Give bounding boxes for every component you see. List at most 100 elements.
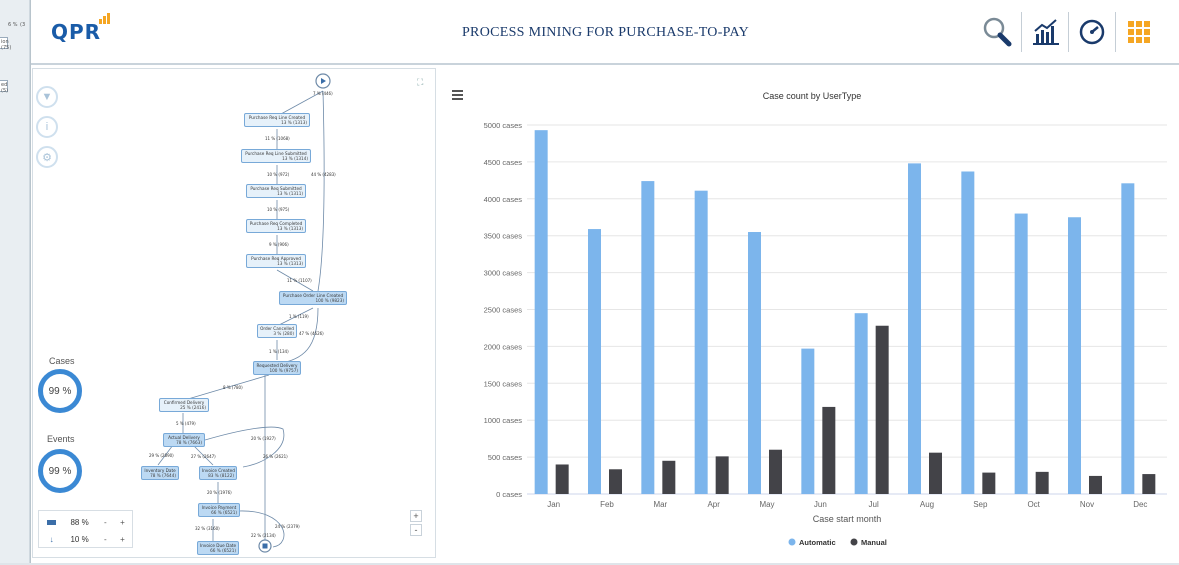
process-node[interactable]: Invoice Payment 66 % (6521) bbox=[198, 503, 240, 517]
settings-icon[interactable]: ⚙ bbox=[36, 146, 58, 168]
x-tick-label: Oct bbox=[1027, 500, 1040, 509]
edge-label: 20 % (1927) bbox=[251, 436, 276, 441]
cases-label: Cases bbox=[49, 356, 75, 366]
chart-panel: Case count by UserType 0 cases 500 cases 1… bbox=[442, 70, 1178, 560]
logo-bars-icon bbox=[99, 12, 113, 24]
process-node[interactable]: Purchase Req Approved 13 % (1313) bbox=[246, 254, 306, 268]
y-tick-label: 1000 cases bbox=[484, 416, 523, 425]
bar-automatic bbox=[961, 171, 975, 494]
x-axis-ticks: Jan Feb Mar Apr May Jun Jul Aug Sep Oct Nov Dec bbox=[547, 500, 1147, 509]
edge-label: 9 % (906) bbox=[269, 242, 289, 247]
bg-fragment: (75) bbox=[1, 45, 12, 51]
bar-manual bbox=[822, 406, 836, 494]
edge-label: 7 % (446) bbox=[313, 91, 333, 96]
qpr-logo[interactable]: QPR bbox=[51, 20, 102, 44]
y-tick-label: 0 cases bbox=[496, 490, 522, 499]
x-tick-label: Mar bbox=[653, 500, 667, 509]
legend-marker bbox=[850, 538, 858, 546]
y-tick-label: 4000 cases bbox=[484, 195, 523, 204]
process-node[interactable]: Purchase Req Line Created 13 % (1313) bbox=[244, 113, 310, 127]
bar-manual bbox=[1035, 471, 1049, 494]
bar-manual bbox=[769, 449, 782, 494]
y-tick-label: 500 cases bbox=[488, 453, 522, 462]
decrease-button[interactable]: - bbox=[103, 517, 107, 527]
decrease-button[interactable]: - bbox=[103, 534, 107, 544]
x-tick-label: Feb bbox=[600, 500, 614, 509]
events-label: Events bbox=[47, 434, 75, 444]
x-axis-label: Case start month bbox=[813, 514, 882, 524]
edge-label: 1 % (119) bbox=[289, 314, 309, 319]
bar-automatic bbox=[1014, 213, 1028, 494]
bar-manual bbox=[609, 469, 622, 494]
process-node[interactable]: Confirmed Delivery 25 % (2416) bbox=[159, 398, 209, 412]
process-node[interactable]: Requested Delivery 100 % (9757) bbox=[253, 361, 301, 375]
y-axis-ticks: 0 cases 500 cases 1000 cases 1500 cases 2000… bbox=[484, 121, 523, 499]
x-tick-label: Nov bbox=[1080, 500, 1094, 509]
edge-label: 47 % (4626) bbox=[299, 331, 324, 336]
legend-label: Automatic bbox=[799, 538, 836, 547]
header-separator bbox=[1115, 12, 1116, 52]
apps-grid-icon[interactable] bbox=[1121, 14, 1157, 50]
x-tick-label: Jan bbox=[547, 500, 560, 509]
y-tick-label: 2500 cases bbox=[484, 306, 523, 315]
process-node[interactable]: Purchase Req Completed 13 % (1313) bbox=[246, 219, 306, 233]
chart-analytics-icon[interactable] bbox=[1028, 14, 1064, 50]
bar-automatic bbox=[534, 130, 548, 494]
bg-fragment: 6 % bbox=[8, 22, 18, 28]
bg-node bbox=[0, 80, 8, 92]
header-bar: QPR PROCESS MINING FOR PURCHASE-TO-PAY bbox=[31, 0, 1179, 65]
bar-manual bbox=[1089, 475, 1102, 494]
process-node[interactable]: Invoice Created 83 % (8122) bbox=[199, 466, 237, 480]
legend-marker bbox=[788, 538, 796, 546]
zoom-in-button[interactable]: + bbox=[410, 510, 422, 522]
bar-manual bbox=[555, 464, 569, 494]
bar-manual bbox=[662, 460, 676, 494]
bar-automatic bbox=[694, 190, 708, 494]
expand-icon[interactable]: ⛶ bbox=[417, 77, 424, 87]
edge-label: 44 % (4283) bbox=[311, 172, 336, 177]
increase-button[interactable]: + bbox=[120, 534, 125, 544]
process-node[interactable]: Inventory Date 78 % (7644) bbox=[141, 466, 179, 480]
x-tick-label: Sep bbox=[973, 500, 988, 509]
dashboard-window: QPR PROCESS MINING FOR PURCHASE-TO-PAY bbox=[30, 0, 1179, 563]
bar-icon bbox=[43, 518, 60, 527]
cases-value: 99 % bbox=[48, 385, 72, 397]
search-icon[interactable] bbox=[979, 14, 1015, 50]
header-separator bbox=[1068, 12, 1069, 52]
bar-automatic bbox=[641, 181, 655, 494]
zoom-out-button[interactable]: - bbox=[410, 524, 422, 536]
bar-automatic bbox=[588, 229, 601, 495]
dashboard-gauge-icon[interactable] bbox=[1074, 14, 1110, 50]
filter-icon[interactable]: ▼ bbox=[36, 86, 58, 108]
process-node[interactable]: Purchase Req Line Submitted 13 % (1314) bbox=[241, 149, 311, 163]
events-value: 99 % bbox=[48, 465, 72, 477]
process-node[interactable]: Invoice Due Date 66 % (6521) bbox=[197, 541, 239, 555]
info-icon[interactable]: i bbox=[36, 116, 58, 138]
increase-button[interactable]: + bbox=[120, 517, 125, 527]
hamburger-menu-icon[interactable] bbox=[452, 90, 463, 100]
edge-label: 11 % (1068) bbox=[265, 136, 290, 141]
process-node[interactable]: Purchase Order Line Created 100 % (9823) bbox=[279, 291, 347, 305]
y-tick-label: 4500 cases bbox=[484, 158, 523, 167]
y-tick-label: 1500 cases bbox=[484, 379, 523, 388]
bar-automatic bbox=[1121, 183, 1135, 494]
background-app: 6 % (3 ion (75) ed (5) bbox=[0, 0, 30, 563]
bg-fragment: (3 bbox=[20, 22, 26, 28]
legend-label: Manual bbox=[861, 538, 887, 547]
y-tick-label: 3500 cases bbox=[484, 232, 523, 241]
edge-label: 24 % (2379) bbox=[275, 524, 300, 529]
cases-gauge: 99 % bbox=[38, 369, 82, 413]
process-node[interactable]: Purchase Req Submitted 13 % (1311) bbox=[246, 184, 306, 198]
x-tick-label: Jun bbox=[814, 500, 827, 509]
bar-automatic bbox=[854, 313, 868, 494]
bar-manual bbox=[875, 325, 889, 494]
events-gauge: 99 % bbox=[38, 449, 82, 493]
chart-bars bbox=[534, 130, 1156, 495]
bar-automatic bbox=[801, 348, 815, 494]
process-node[interactable]: Actual Delivery 78 % (7663) bbox=[163, 433, 205, 447]
edge-label: 5 % (479) bbox=[176, 421, 196, 426]
x-tick-label: Apr bbox=[707, 500, 720, 509]
page-title: PROCESS MINING FOR PURCHASE-TO-PAY bbox=[461, 25, 750, 40]
process-node[interactable]: Order Cancelled 3 % (280) bbox=[257, 324, 297, 338]
bg-fragment: ed bbox=[1, 82, 8, 88]
